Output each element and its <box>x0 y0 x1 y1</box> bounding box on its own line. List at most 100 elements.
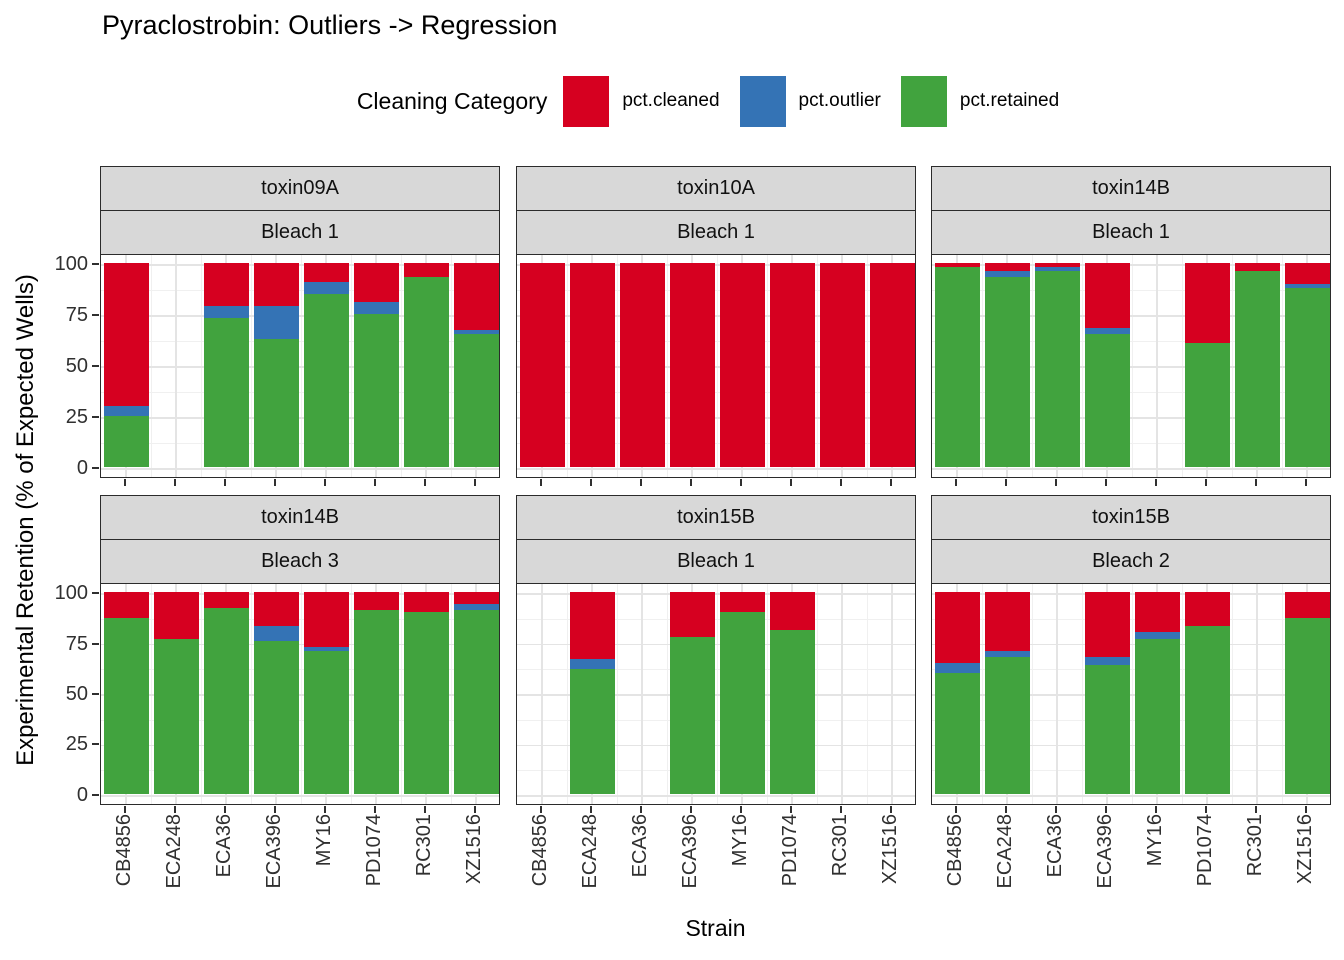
gridline <box>932 770 1330 772</box>
legend-label-pct-outlier: pct.outlier <box>798 90 881 111</box>
x-tick-label-ECA248: ECA248 <box>163 814 185 889</box>
x-tick-mark <box>1305 806 1307 813</box>
x-tick-label-ECA248: ECA248 <box>579 814 601 889</box>
gridline <box>816 584 818 804</box>
gridline <box>517 795 915 797</box>
gridline <box>1256 584 1258 804</box>
gridline <box>932 417 1330 419</box>
x-tick-label-RC301: RC301 <box>1244 814 1266 877</box>
panel-toxin15b-bleach-2 <box>931 583 1331 805</box>
gridline <box>932 593 1330 595</box>
gridline <box>517 442 915 444</box>
gridline <box>1231 255 1233 477</box>
bar-CB4856-pct-cleaned <box>934 263 980 268</box>
gridline <box>101 341 499 343</box>
gridline <box>1181 584 1183 804</box>
bar-RC301-pct-retained <box>1234 271 1280 467</box>
gridline <box>517 744 915 747</box>
x-tick-mark <box>640 479 642 486</box>
bar-PD1074-pct-cleaned <box>353 263 399 302</box>
gridline <box>517 264 915 266</box>
x-tick-label-MY16: MY16 <box>313 814 335 867</box>
gridline <box>101 770 499 772</box>
gridline <box>517 417 915 419</box>
gridline <box>766 255 768 477</box>
bar-CB4856-pct-cleaned <box>103 592 149 619</box>
gridline <box>932 315 1330 317</box>
x-tick-mark <box>540 806 542 813</box>
x-tick-mark <box>840 479 842 486</box>
x-tick-mark <box>1055 479 1057 486</box>
bar-RC301-pct-cleaned <box>403 263 449 278</box>
gridline <box>1231 584 1233 804</box>
x-tick-mark <box>890 479 892 486</box>
legend: Cleaning Category pct.cleaned pct.outlie… <box>0 72 1344 130</box>
gridline <box>101 417 499 419</box>
gridline <box>1156 255 1158 477</box>
x-tick-mark <box>1205 479 1207 486</box>
gridline <box>101 468 499 470</box>
gridline <box>101 795 499 797</box>
bar-XZ1516-pct-cleaned <box>1284 263 1330 284</box>
bar-ECA248-pct-cleaned <box>569 592 615 659</box>
x-tick-mark <box>274 479 276 486</box>
bar-ECA396-pct-retained <box>253 338 299 467</box>
y-tick-mark <box>92 263 99 266</box>
gridline <box>891 584 893 804</box>
gridline <box>1181 255 1183 477</box>
legend-label-pct-retained: pct.retained <box>959 90 1060 111</box>
bar-ECA396-pct-cleaned <box>669 263 715 467</box>
gridline <box>666 255 668 477</box>
bar-RC301-pct-cleaned <box>403 592 449 613</box>
x-tick-mark <box>1205 806 1207 813</box>
bar-MY16-pct-retained <box>719 612 765 794</box>
x-tick-mark <box>1055 806 1057 813</box>
x-tick-mark <box>1005 479 1007 486</box>
strip-bleach: Bleach 1 <box>100 210 500 255</box>
bar-XZ1516-pct-retained <box>453 334 499 467</box>
gridline <box>101 643 499 646</box>
gridline <box>716 584 718 804</box>
x-tick-mark <box>640 806 642 813</box>
gridline <box>450 584 452 804</box>
y-tick-label: 50 <box>65 683 88 705</box>
x-tick-mark <box>424 479 426 486</box>
panel-toxin10a-bleach-1 <box>516 254 916 478</box>
gridline <box>666 584 668 804</box>
y-tick-mark <box>92 415 99 418</box>
gridline <box>450 255 452 477</box>
y-tick-mark <box>92 793 99 796</box>
x-tick-label-RC301: RC301 <box>829 814 851 877</box>
gridline <box>101 669 499 671</box>
x-tick-label-CB4856: CB4856 <box>529 814 551 887</box>
bar-RC301-pct-retained <box>403 277 449 467</box>
bar-MY16-pct-cleaned <box>303 592 349 647</box>
bar-XZ1516-pct-retained <box>1284 618 1330 794</box>
gridline <box>101 366 499 368</box>
bar-RC301-pct-cleaned <box>819 263 865 467</box>
strip-bleach: Bleach 1 <box>516 210 916 255</box>
bar-CB4856-pct-cleaned <box>103 263 149 406</box>
gridline <box>101 593 499 595</box>
gridline <box>1081 255 1083 477</box>
bar-ECA396-pct-cleaned <box>1084 263 1130 329</box>
gridline <box>101 391 499 393</box>
gridline <box>981 255 983 477</box>
gridline <box>300 584 302 804</box>
bar-PD1074-pct-retained <box>353 314 399 467</box>
gridline <box>517 694 915 696</box>
x-tick-mark <box>424 806 426 813</box>
bar-PD1074-pct-retained <box>769 630 815 794</box>
bar-CB4856-pct-outlier <box>934 662 980 673</box>
strip-toxin: toxin15B <box>931 495 1331 540</box>
y-tick-mark <box>92 314 99 317</box>
x-tick-label-PD1074: PD1074 <box>363 814 385 887</box>
gridline <box>1131 255 1133 477</box>
gridline <box>517 290 915 292</box>
bar-ECA248-pct-outlier <box>984 271 1030 278</box>
bar-CB4856-pct-cleaned <box>934 592 980 663</box>
x-tick-mark <box>790 806 792 813</box>
x-tick-mark <box>1155 806 1157 813</box>
gridline <box>350 255 352 477</box>
y-tick-mark <box>92 365 99 367</box>
